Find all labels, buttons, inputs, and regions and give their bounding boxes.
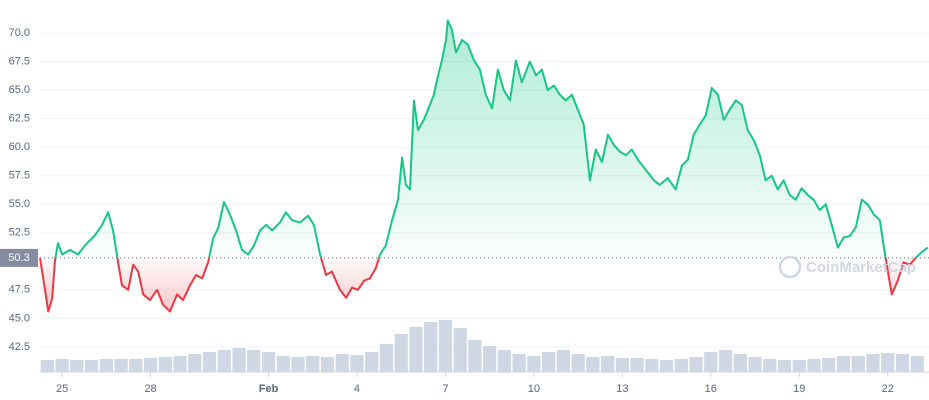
volume-bar: [866, 354, 880, 372]
x-tick-label: 22: [882, 383, 894, 395]
volume-bar: [807, 359, 821, 372]
volume-bar: [40, 360, 54, 372]
volume-bar: [763, 359, 777, 372]
y-tick-label: 45.0: [9, 312, 30, 324]
volume-bar: [822, 358, 836, 372]
baseline-label: 50.3: [8, 252, 29, 264]
volume-bar: [733, 354, 747, 372]
volume-bar: [291, 357, 305, 372]
volume-bar: [497, 350, 512, 372]
volume-bar: [320, 357, 335, 372]
volume-bar: [881, 353, 895, 372]
x-tick-label: 28: [144, 383, 156, 395]
y-tick-label: 55.0: [9, 198, 30, 210]
price-line: [39, 19, 929, 313]
volume-bar: [55, 359, 69, 372]
volume-bar: [615, 358, 629, 372]
watermark: CoinMarketCap: [806, 259, 916, 276]
volume-bar: [527, 356, 541, 372]
x-tick-label: 4: [354, 383, 360, 395]
x-tick-label: 7: [442, 383, 448, 395]
volume-bar: [365, 352, 379, 372]
volume-bar: [438, 320, 453, 372]
volume-bar: [350, 355, 364, 372]
volume-bar: [895, 354, 910, 372]
volume-bar: [571, 354, 585, 372]
volume-bar: [217, 350, 231, 372]
price-area: [40, 20, 928, 312]
volume-bar: [630, 358, 644, 372]
volume-bar: [910, 356, 924, 372]
volume-bar: [704, 352, 718, 372]
volume-bar: [173, 356, 187, 372]
x-tick-label: 10: [528, 383, 540, 395]
volume-bar: [468, 340, 482, 372]
volume-bar: [836, 356, 851, 372]
volume-bar: [70, 360, 84, 372]
volume-bar: [335, 354, 349, 372]
y-tick-label: 60.0: [9, 141, 30, 153]
y-tick-label: 65.0: [9, 84, 30, 96]
volume-bar: [232, 348, 246, 372]
y-tick-label: 47.5: [9, 284, 30, 296]
volume-bar: [188, 354, 202, 372]
volume-bar: [453, 328, 467, 372]
volume-bar: [748, 357, 762, 372]
volume-bar: [379, 344, 394, 372]
volume-bar: [247, 350, 261, 372]
volume-bar: [600, 356, 615, 372]
volume-bar: [409, 327, 423, 372]
y-tick-label: 52.5: [9, 227, 30, 239]
x-tick-label: 19: [793, 383, 805, 395]
volume-bar: [542, 352, 556, 372]
y-tick-label: 57.5: [9, 170, 30, 182]
volume-bar: [276, 356, 290, 372]
volume-bar: [659, 360, 674, 372]
volume-bar: [792, 360, 806, 372]
volume-bar: [114, 359, 128, 372]
volume-bar: [556, 350, 570, 372]
volume-bar: [851, 356, 865, 372]
y-tick-label: 70.0: [9, 27, 30, 39]
volume-bar: [645, 359, 659, 372]
volume-bar: [143, 358, 158, 372]
volume-bar: [158, 357, 172, 372]
volume-bar: [777, 360, 792, 372]
watermark-logo: [778, 255, 802, 279]
volume-bar: [394, 334, 408, 372]
x-tick-label: 13: [616, 383, 628, 395]
volume-bar: [483, 346, 497, 372]
volume-bar: [202, 352, 217, 372]
volume-bar: [718, 350, 733, 372]
volume-bar: [129, 359, 143, 372]
x-tick-label: 16: [705, 383, 717, 395]
x-tick-label: 25: [56, 383, 68, 395]
volume-bar: [261, 352, 276, 372]
volume-bar: [689, 357, 703, 372]
volume-bar: [586, 357, 600, 372]
x-tick-label: Feb: [259, 383, 279, 395]
volume-bar: [99, 359, 113, 372]
volume-bar: [84, 360, 99, 372]
y-tick-label: 62.5: [9, 113, 30, 125]
volume-bar: [424, 322, 438, 372]
volume-bar: [674, 359, 688, 372]
y-tick-label: 67.5: [9, 56, 30, 68]
volume-bar: [512, 354, 526, 372]
volume-bar: [306, 356, 320, 372]
baseline-badge: [0, 248, 38, 267]
y-tick-label: 42.5: [9, 341, 30, 353]
